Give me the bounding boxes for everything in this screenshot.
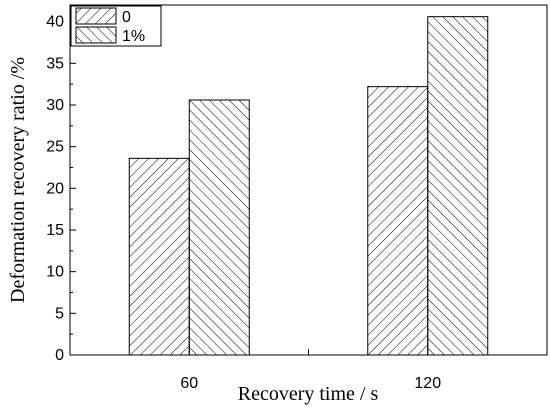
y-tick-label: 35 [46,55,64,72]
legend-swatch [75,7,117,25]
bar-series-1pct-60 [188,99,250,356]
bar-series-0-60 [128,157,190,356]
y-tick-label: 30 [46,97,64,114]
y-tick-label: 20 [46,180,64,197]
x-tick-label: 120 [414,375,441,392]
legend-label: 0 [122,9,131,26]
x-axis: 60 120 [180,349,441,392]
bars-group [128,16,489,356]
legend-swatch [75,26,117,44]
y-tick-label: 10 [46,264,64,281]
legend: 01% [70,5,162,47]
bar-series-0-120 [367,86,429,356]
bar-series-1pct-120 [427,16,489,356]
y-tick-label: 15 [46,222,64,239]
y-tick-label: 5 [55,305,64,322]
y-tick-label: 0 [55,347,64,364]
x-tick-label: 60 [180,375,198,392]
y-axis-title: Deformation recovery ratio /% [7,57,29,303]
y-axis: 0 5 10 15 20 25 30 35 40 [46,14,76,364]
y-tick-label: 25 [46,139,64,156]
y-tick-label: 40 [46,14,64,31]
x-axis-title: Recovery time / s [238,383,379,405]
legend-label: 1% [122,28,145,45]
